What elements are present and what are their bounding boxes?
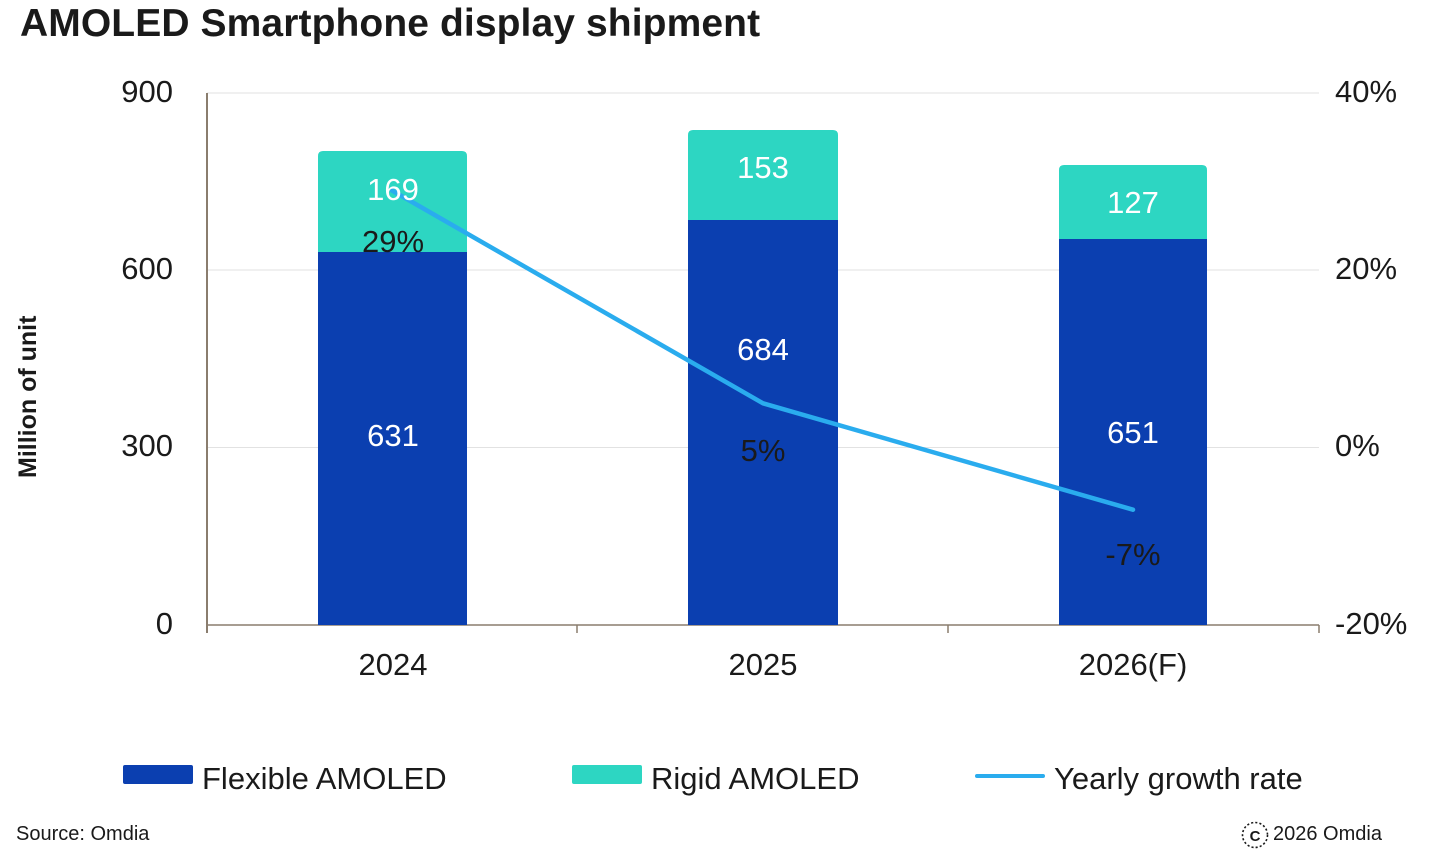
- svg-text:C: C: [1250, 828, 1261, 845]
